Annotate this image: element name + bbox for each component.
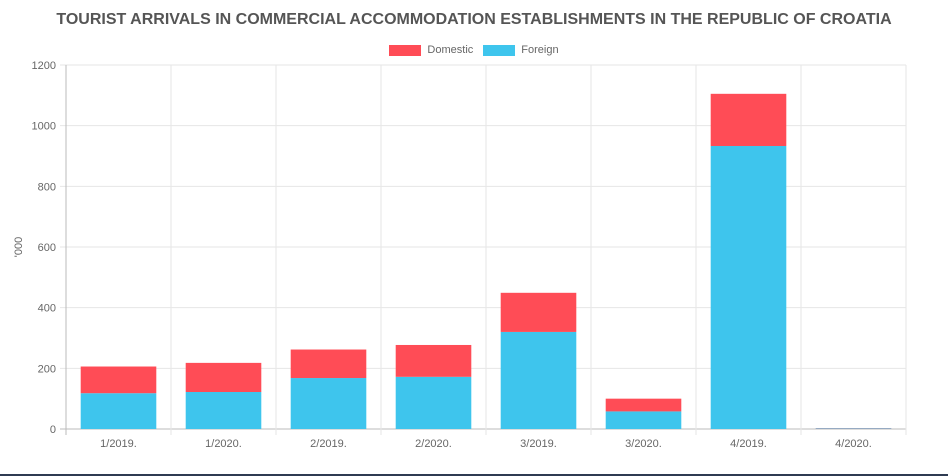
- y-axis-title: '000: [13, 237, 25, 257]
- bar-foreign[interactable]: [290, 378, 367, 429]
- x-tick-label: 4/2020.: [835, 438, 872, 450]
- bars: [80, 93, 892, 430]
- bar-domestic[interactable]: [185, 362, 262, 392]
- legend-item-domestic[interactable]: Domestic: [389, 44, 473, 56]
- bar-domestic[interactable]: [605, 398, 682, 412]
- grid: [60, 64, 907, 435]
- bar-foreign[interactable]: [185, 391, 262, 429]
- bar-foreign[interactable]: [605, 411, 682, 429]
- x-tick-label: 2/2020.: [415, 438, 452, 450]
- y-tick-label: 800: [38, 181, 56, 193]
- x-tick-label: 3/2020.: [625, 438, 662, 450]
- y-tick-label: 600: [38, 242, 56, 254]
- legend-label-domestic: Domestic: [427, 44, 474, 56]
- x-tick-label: 4/2019.: [730, 438, 767, 450]
- bar-domestic[interactable]: [710, 93, 787, 146]
- chart-title: TOURIST ARRIVALS IN COMMERCIAL ACCOMMODA…: [56, 11, 892, 28]
- y-tick-label: 200: [38, 363, 56, 375]
- bar-foreign[interactable]: [500, 331, 577, 429]
- legend-swatch-domestic: [389, 44, 422, 56]
- x-tick-label: 1/2019.: [100, 438, 137, 450]
- bar-domestic[interactable]: [395, 344, 472, 377]
- y-tick-label: 1200: [32, 60, 56, 72]
- legend: Domestic Foreign: [0, 44, 948, 56]
- y-tick-label: 0: [50, 424, 56, 436]
- x-tick-label: 1/2020.: [205, 438, 242, 450]
- legend-swatch-foreign: [483, 44, 516, 56]
- bar-domestic[interactable]: [80, 366, 157, 394]
- bar-foreign[interactable]: [80, 393, 157, 429]
- legend-label-foreign: Foreign: [521, 44, 559, 56]
- bar-foreign[interactable]: [395, 376, 472, 429]
- bar-foreign[interactable]: [710, 145, 787, 430]
- bar-domestic[interactable]: [290, 349, 367, 379]
- legend-item-foreign[interactable]: Foreign: [483, 44, 559, 56]
- axes: 0 200 400 600 800 1000 1200 1/2019. 1/2020. 2/201…: [32, 60, 872, 450]
- bar-domestic[interactable]: [500, 292, 577, 332]
- bar-foreign[interactable]: [815, 428, 892, 429]
- x-tick-label: 3/2019.: [520, 438, 557, 450]
- y-tick-label: 1000: [32, 121, 56, 133]
- x-tick-label: 2/2019.: [310, 438, 347, 450]
- y-tick-label: 400: [38, 303, 56, 315]
